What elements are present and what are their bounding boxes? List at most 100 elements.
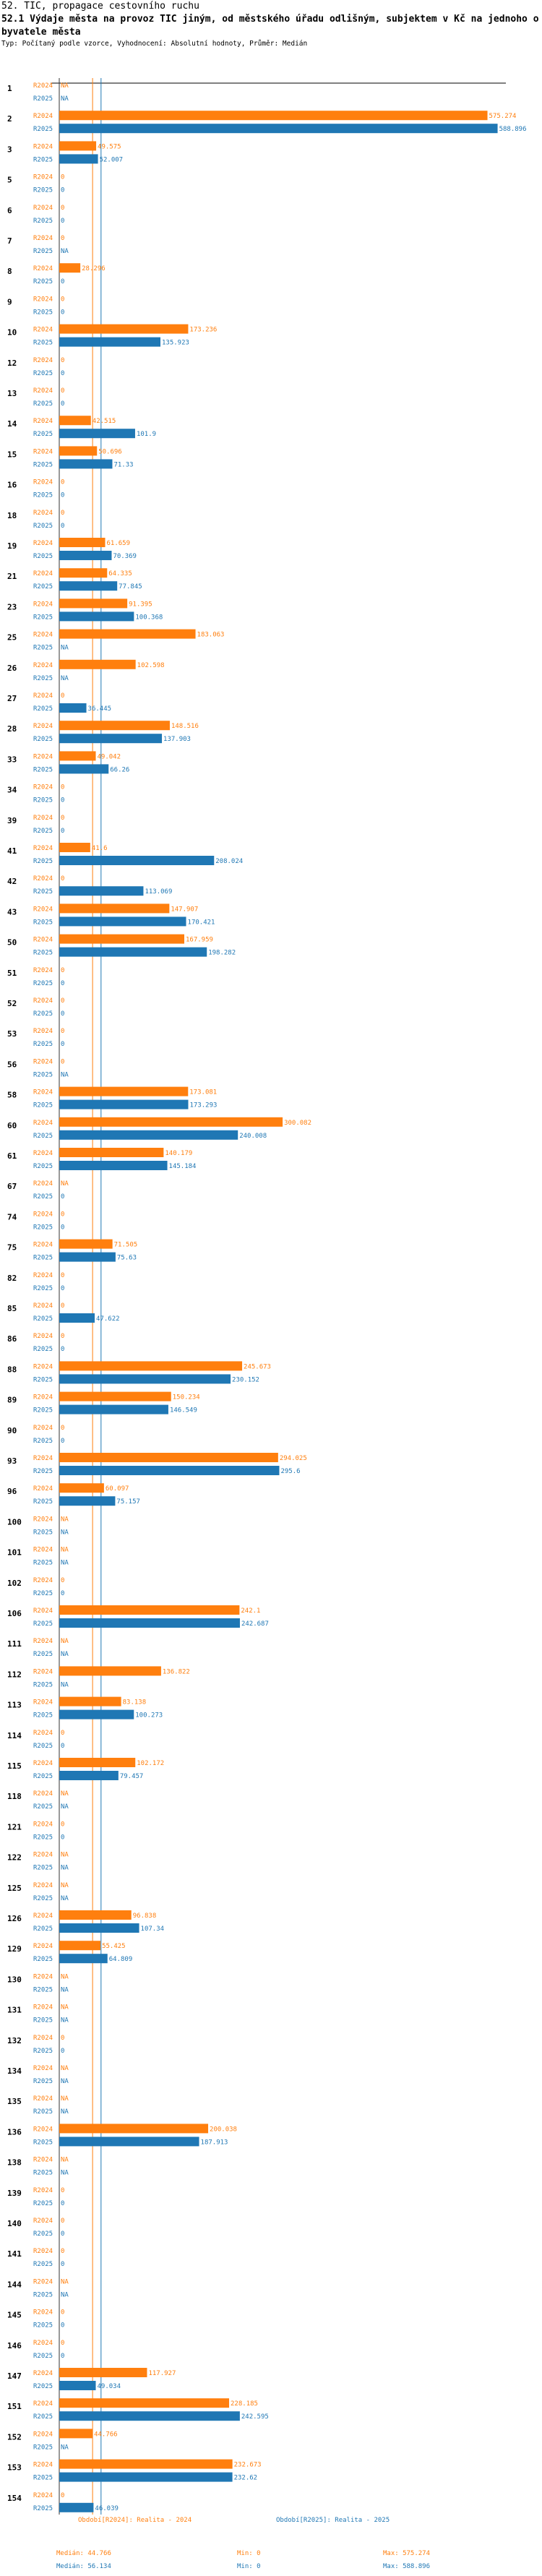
row-label: 88 [7,1365,17,1374]
row-label: 147 [7,2371,22,2381]
value-label: 101.9 [137,431,156,438]
value-label: NA [61,95,69,103]
series-label: R2024 [33,540,53,547]
row-label: 136 [7,2127,22,2137]
series-label: R2025 [33,828,53,835]
series-label: R2024 [33,1180,53,1188]
series-label: R2025 [33,705,53,713]
series-label: R2024 [33,265,53,272]
value-label: 136.822 [163,1668,190,1675]
row-label: 140 [7,2219,22,2228]
value-label: 0 [61,1425,64,1432]
value-label: 66.26 [110,766,129,773]
row-label: 138 [7,2158,22,2168]
series-label: R2024 [33,1882,53,1889]
value-label: 61.659 [107,540,131,547]
series-label: R2025 [33,583,53,591]
value-label: 36.445 [88,705,112,713]
series-label: R2024 [33,2217,53,2225]
row-label: 18 [7,511,17,520]
series-label: R2025 [33,400,53,408]
row-label: 85 [7,1304,17,1313]
value-label: 242.1 [241,1607,260,1615]
series-label: R2025 [33,1956,53,1963]
value-label: 71.33 [113,461,133,468]
value-label: 150.234 [173,1394,200,1401]
value-label: NA [61,1865,69,1872]
bar-r2025 [59,2411,240,2421]
bar-r2024 [59,1910,132,1920]
value-label: 28.296 [82,265,106,272]
series-label: R2024 [33,845,53,852]
series-label: R2024 [33,418,53,425]
value-label: NA [61,1547,69,1554]
row-label: 134 [7,2066,22,2076]
value-label: 0 [61,1211,64,1218]
series-label: R2025 [33,1193,53,1201]
series-label: R2024 [33,235,53,242]
bar-r2025 [59,459,113,469]
series-label: R2024 [33,1333,53,1340]
bar-r2025 [59,429,135,439]
row-label: 118 [7,1792,22,1801]
row-label: 41 [7,846,17,856]
value-label: NA [61,2170,69,2177]
page-title: 52. TIC, propagace cestovního ruchu [1,1,199,12]
row-label: 60 [7,1121,17,1130]
value-label: 75.63 [117,1255,137,1262]
row-label: 43 [7,907,17,916]
row-label: 53 [7,1029,17,1039]
series-label: R2025 [33,797,53,804]
bar-r2024 [59,446,98,456]
series-label: R2025 [33,2170,53,2177]
series-label: R2024 [33,113,53,120]
value-label: 0 [61,523,64,530]
value-label: NA [61,1803,69,1811]
series-label: R2024 [33,174,53,181]
value-label: 0 [61,2217,64,2225]
bar-r2025 [59,916,186,927]
value-label: 232.62 [234,2475,258,2482]
value-label: 0 [61,1041,64,1048]
row-label: 3 [7,145,12,154]
bar-r2024 [59,934,184,944]
value-label: 0 [61,2200,64,2207]
bar-r2025 [59,2472,233,2482]
row-label: 93 [7,1456,17,1466]
value-label: 208.024 [215,858,243,865]
bar-r2024 [59,416,91,426]
value-label: 0 [61,1028,64,1035]
bar-r2025 [59,2137,199,2147]
row-label: 129 [7,1944,22,1954]
series-label: R2024 [33,2126,53,2133]
value-label: NA [61,1560,69,1567]
series-label: R2025 [33,1620,53,1628]
series-label: R2025 [33,1010,53,1018]
value-label: 228.185 [231,2400,258,2408]
chart-subtitle: 52.1 Výdaje města na provoz TIC jiným, o… [1,14,539,38]
row-label: 15 [7,450,17,459]
bar-r2024 [59,1605,240,1615]
series-label: R2024 [33,570,53,578]
value-label: 242.595 [241,2413,269,2421]
value-label: 71.505 [114,1242,138,1249]
legend-2025-min: Min: 0 [237,2563,261,2570]
series-label: R2024 [33,1058,53,1065]
value-label: 70.369 [113,553,137,560]
bar-r2025 [59,764,109,774]
row-label: 146 [7,2341,22,2350]
value-label: 0 [61,1834,64,1841]
row-label: 101 [7,1548,22,1558]
series-label: R2025 [33,858,53,865]
value-label: 117.927 [148,2370,176,2377]
value-label: 75.157 [116,1498,140,1506]
value-label: 0 [61,2035,64,2042]
bar-r2024 [59,1361,243,1371]
row-label: 154 [7,2494,22,2503]
series-label: R2024 [33,479,53,486]
value-label: 0 [61,1193,64,1201]
series-label: R2024 [33,296,53,303]
series-label: R2025 [33,1834,53,1841]
value-label: 49.575 [98,143,121,150]
row-label: 75 [7,1243,17,1253]
